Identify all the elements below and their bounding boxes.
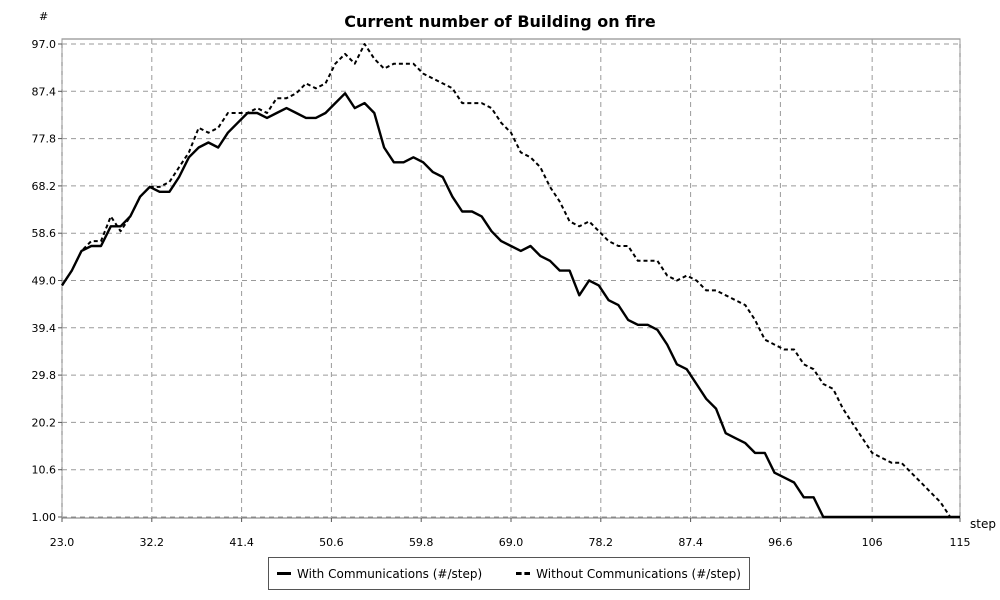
y-tick-label: 29.8 bbox=[32, 369, 57, 382]
x-axis-label: step bbox=[970, 517, 996, 531]
y-tick-label: 10.6 bbox=[32, 464, 57, 477]
y-tick-label: 58.6 bbox=[32, 227, 57, 240]
legend-label: Without Communications (#/step) bbox=[536, 566, 741, 581]
x-tick-label: 87.4 bbox=[678, 536, 703, 549]
series-line-with-communications bbox=[60, 92, 960, 519]
y-tick-label: 97.0 bbox=[32, 38, 57, 51]
x-tick-label: 50.6 bbox=[319, 536, 344, 549]
y-tick-label: 68.2 bbox=[32, 180, 57, 193]
legend-swatch-solid bbox=[277, 572, 292, 575]
y-tick-label: 87.4 bbox=[32, 85, 57, 98]
x-tick-label: 41.4 bbox=[229, 536, 254, 549]
y-tick-label: 49.0 bbox=[32, 275, 57, 288]
series-lines bbox=[60, 43, 960, 519]
legend: With Communications (#/step) Without Com… bbox=[268, 557, 750, 590]
x-tick-label: 69.0 bbox=[499, 536, 524, 549]
axes: 1.00 10.6 20.2 29.8 39.4 49.0 58.6 68.2 77.8 87.4… bbox=[32, 38, 971, 549]
series-line-without-communications bbox=[61, 43, 960, 518]
x-tick-label: 106 bbox=[862, 536, 883, 549]
grid bbox=[61, 39, 961, 518]
y-tick-label: 77.8 bbox=[32, 133, 57, 146]
y-tick-label: 20.2 bbox=[32, 416, 57, 429]
y-axis-label: # bbox=[39, 10, 48, 23]
legend-item-with-comms: With Communications (#/step) bbox=[277, 567, 482, 581]
x-tick-label: 23.0 bbox=[50, 536, 75, 549]
legend-label: With Communications (#/step) bbox=[297, 566, 483, 581]
x-tick-label: 78.2 bbox=[589, 536, 614, 549]
legend-swatch-dashed bbox=[516, 572, 531, 575]
y-tick-label: 39.4 bbox=[32, 322, 57, 335]
legend-item-without-comms: Without Communications (#/step) bbox=[516, 567, 741, 581]
chart-title: Current number of Building on fire bbox=[344, 12, 656, 31]
y-tick-label: 1.00 bbox=[32, 511, 57, 524]
x-tick-label: 115 bbox=[950, 536, 971, 549]
x-tick-label: 32.2 bbox=[140, 536, 165, 549]
x-tick-label: 59.8 bbox=[409, 536, 434, 549]
x-tick-label: 96.6 bbox=[768, 536, 793, 549]
